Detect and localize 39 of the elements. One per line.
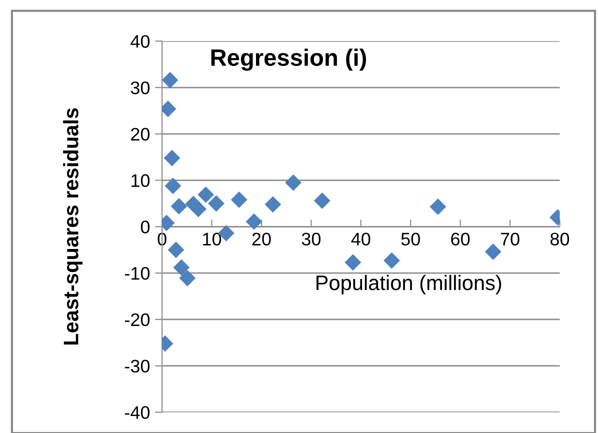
- x-tick-label: 60: [451, 232, 470, 246]
- point: [264, 196, 282, 213]
- y-tick-label: 20: [131, 128, 150, 141]
- point: [164, 178, 182, 194]
- y-axis-title: Least-squares residuals: [63, 108, 83, 345]
- point: [344, 254, 362, 271]
- y-tick-label: 10: [132, 174, 150, 188]
- point: [170, 198, 188, 214]
- y-tick-label: 0: [140, 220, 150, 234]
- x-tick-label: 10: [203, 232, 222, 246]
- point: [285, 174, 302, 191]
- point: [430, 198, 446, 215]
- point: [383, 252, 400, 269]
- x-tick-label: 30: [302, 232, 321, 246]
- x-tick-label: 50: [401, 232, 420, 246]
- x-tick-label: 40: [351, 232, 370, 246]
- x-tick-label: 70: [500, 232, 520, 246]
- x-axis-title: Population (millions): [316, 274, 502, 294]
- point: [246, 213, 262, 230]
- point: [208, 195, 224, 212]
- point: [190, 200, 207, 218]
- y-tick-label: -10: [124, 266, 150, 280]
- y-tick-label: -20: [124, 313, 150, 326]
- point: [168, 242, 184, 258]
- point: [162, 72, 178, 88]
- point: [164, 150, 180, 166]
- point: [230, 192, 248, 208]
- y-tick-label: -40: [124, 406, 150, 419]
- point: [198, 186, 214, 203]
- x-tick-label: 20: [252, 232, 271, 246]
- chart-title: Regression (i): [211, 48, 366, 71]
- y-tick-label: 30: [130, 81, 150, 94]
- y-tick-label: -30: [124, 360, 150, 373]
- point: [179, 270, 196, 286]
- y-tick-label: 40: [130, 35, 150, 48]
- x-tick-label: 80: [550, 232, 570, 246]
- point: [314, 192, 330, 209]
- point: [484, 244, 502, 260]
- point: [173, 259, 190, 276]
